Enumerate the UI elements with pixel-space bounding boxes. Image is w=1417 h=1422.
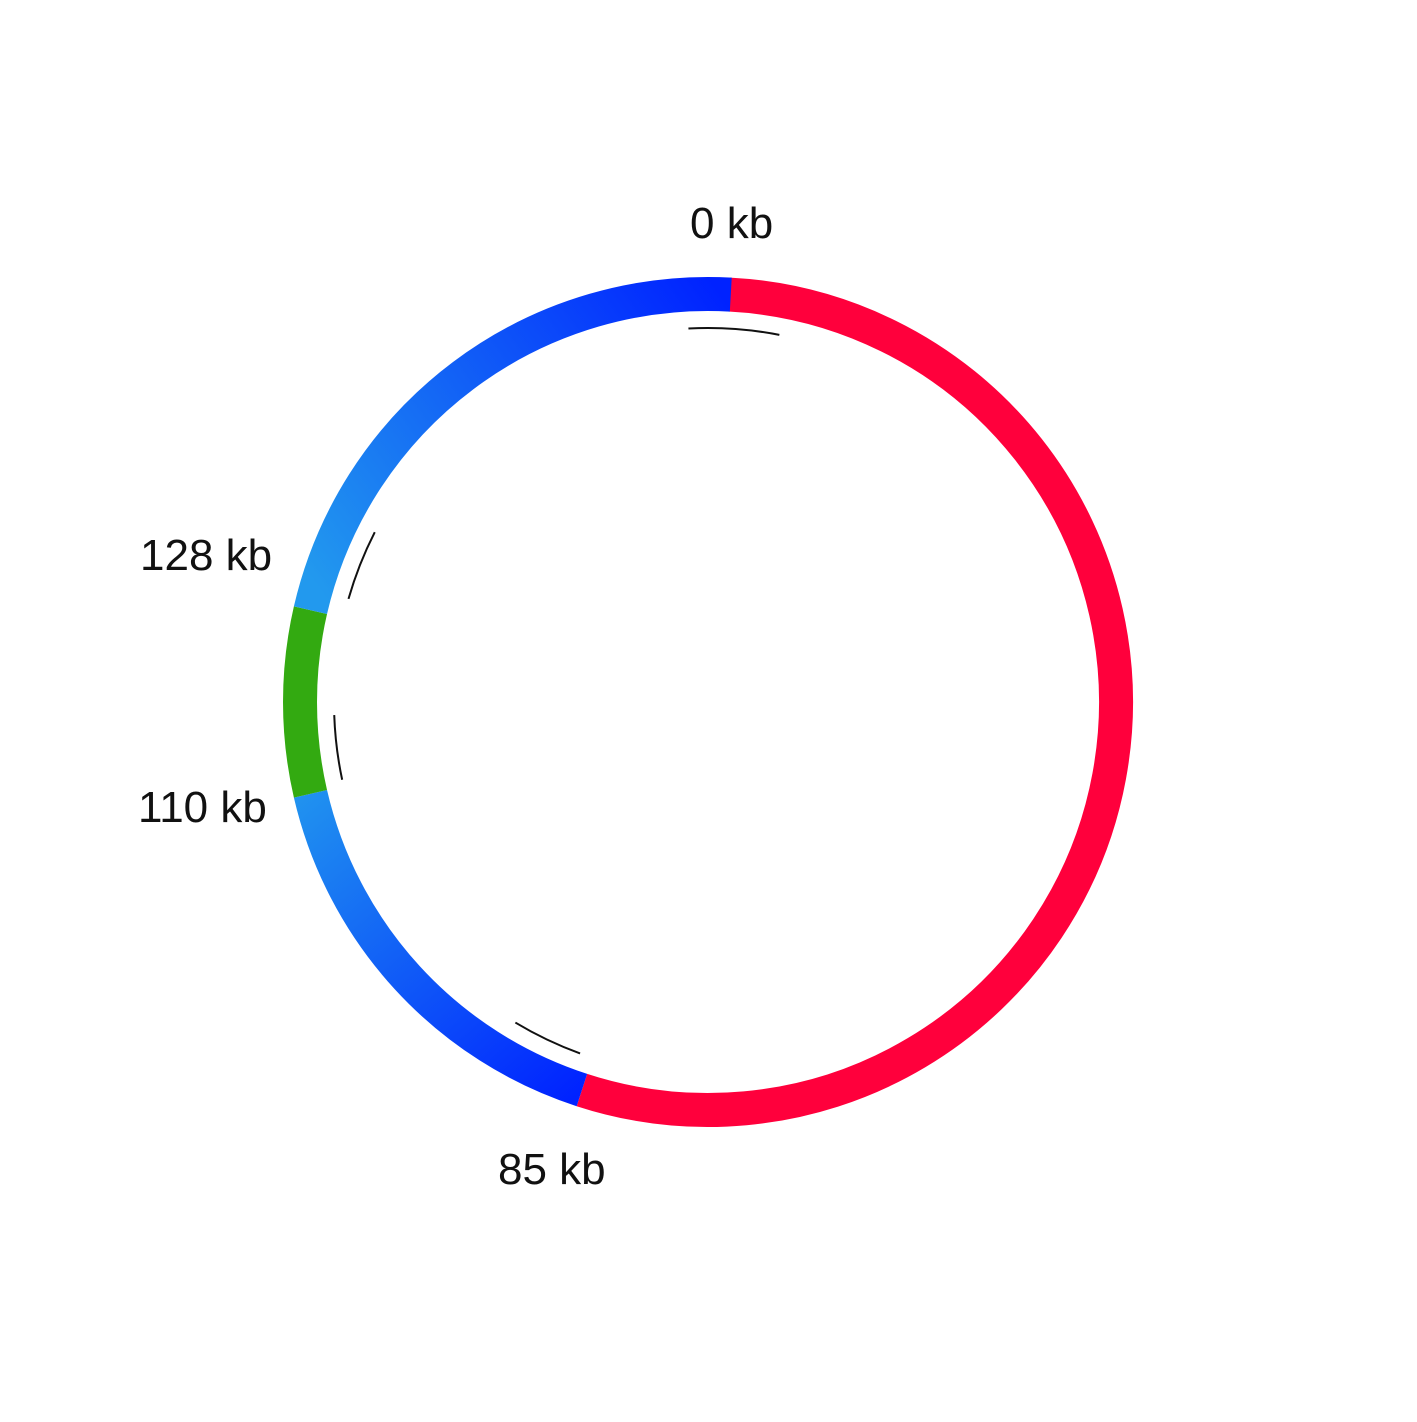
position-label-110kb: 110 kb <box>138 783 267 832</box>
segment-blue-lower <box>293 789 588 1107</box>
feature-arc-top <box>688 327 780 336</box>
segment-green <box>283 606 328 798</box>
position-label-0kb: 0 kb <box>690 199 774 248</box>
segment-blue-upper <box>293 277 732 615</box>
plasmid-ring <box>283 277 1134 1127</box>
feature-arc-left-upper <box>347 531 376 600</box>
position-label-128kb: 128 kb <box>140 531 273 580</box>
segment-red <box>576 277 1134 1127</box>
feature-arc-left-lower <box>333 715 344 780</box>
position-label-85kb: 85 kb <box>498 1145 606 1194</box>
feature-arc-bottom <box>514 1021 581 1055</box>
inner-feature-arcs <box>333 327 780 1055</box>
